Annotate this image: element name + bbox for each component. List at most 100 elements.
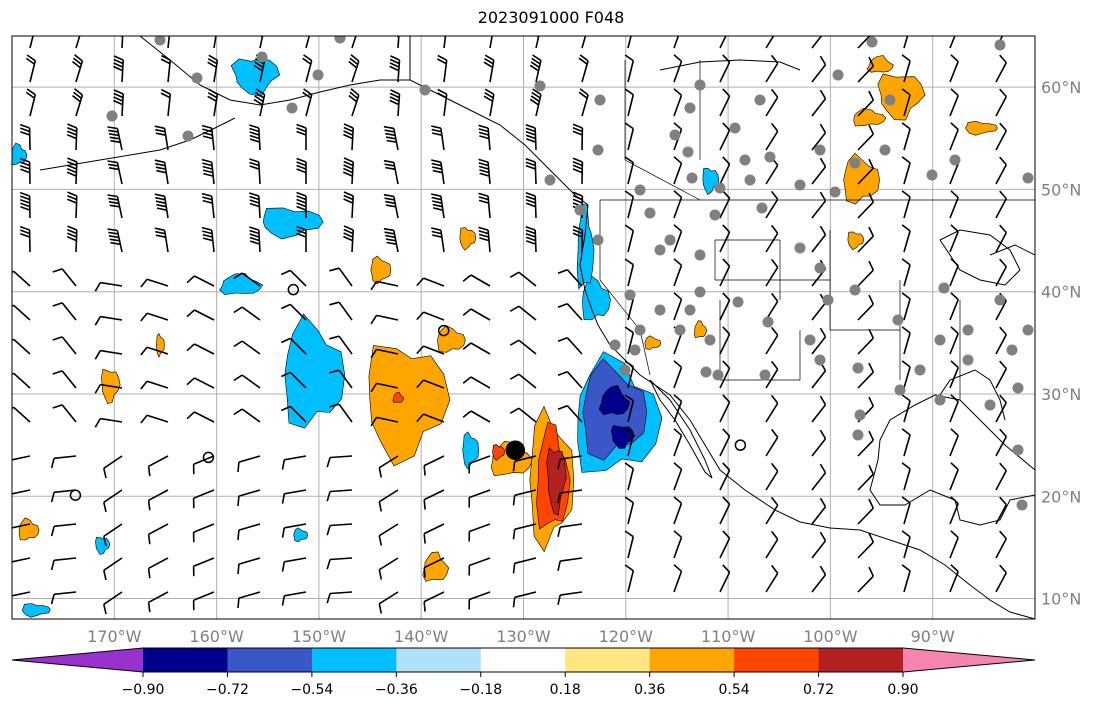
wind-barb bbox=[249, 158, 261, 185]
colorbar-swatch bbox=[396, 648, 482, 672]
wind-barb bbox=[512, 591, 537, 608]
wind-barb bbox=[949, 326, 959, 355]
contour-region bbox=[702, 167, 720, 195]
wind-barb bbox=[52, 370, 77, 389]
latitude-tick-labels: 10°N 20°N 30°N 40°N 50°N 60°N bbox=[1041, 78, 1081, 608]
wind-barb bbox=[624, 258, 635, 287]
open-circle-marker bbox=[437, 324, 450, 337]
station-dot bbox=[994, 294, 1006, 306]
wind-barb bbox=[50, 523, 77, 537]
contour-region bbox=[546, 447, 567, 516]
wind-barb bbox=[378, 523, 399, 546]
wind-barb bbox=[280, 303, 307, 321]
wind-barb bbox=[857, 362, 875, 389]
station-dot bbox=[619, 364, 631, 376]
contour-region bbox=[576, 204, 595, 290]
station-dot bbox=[949, 154, 961, 166]
station-dot bbox=[664, 234, 676, 246]
wind-barb bbox=[765, 190, 779, 219]
colorbar-tick-label: 0.72 bbox=[803, 682, 834, 698]
wind-barb bbox=[103, 591, 123, 615]
wind-barb bbox=[259, 36, 264, 49]
wind-barb bbox=[901, 530, 911, 559]
wind-barb bbox=[901, 258, 911, 287]
station-dot bbox=[756, 202, 768, 214]
wind-barb bbox=[370, 280, 399, 291]
wind-barb bbox=[765, 428, 779, 457]
station-dot bbox=[1016, 499, 1028, 511]
wind-barb bbox=[186, 411, 215, 423]
wind-barb bbox=[719, 326, 731, 355]
wind-barb bbox=[557, 404, 583, 423]
wind-barb bbox=[281, 523, 307, 538]
wind-barb bbox=[423, 489, 445, 510]
wind-barb bbox=[329, 335, 353, 355]
wind-barb bbox=[557, 557, 583, 571]
colorbar-tick-label: 0.36 bbox=[634, 682, 665, 698]
wind-barb bbox=[901, 190, 911, 219]
wind-barb bbox=[719, 122, 731, 151]
wind-barb bbox=[901, 564, 911, 593]
wind-barb bbox=[673, 224, 683, 253]
station-dot bbox=[694, 249, 706, 261]
wind-barb bbox=[765, 564, 779, 593]
wind-barb bbox=[673, 190, 683, 219]
station-dot bbox=[669, 129, 681, 141]
wind-barb bbox=[423, 523, 445, 544]
wind-barb bbox=[673, 292, 683, 321]
wind-barb bbox=[811, 157, 827, 185]
wind-barb bbox=[673, 36, 680, 49]
wind-barb bbox=[624, 462, 635, 491]
station-dot bbox=[729, 122, 741, 134]
station-dot bbox=[534, 80, 546, 92]
station-dot bbox=[794, 179, 806, 191]
wind-barb bbox=[329, 301, 353, 321]
station-dot bbox=[814, 144, 826, 156]
wind-barb bbox=[557, 268, 583, 287]
station-dot bbox=[794, 242, 806, 254]
wind-barb bbox=[949, 190, 959, 219]
wind-barb bbox=[66, 157, 78, 185]
wind-barb bbox=[719, 530, 731, 559]
wind-barb bbox=[995, 122, 1008, 151]
wind-barb bbox=[627, 36, 632, 49]
wind-barb bbox=[443, 36, 447, 49]
wind-barb bbox=[811, 429, 827, 457]
wind-barb bbox=[233, 340, 261, 355]
wind-barb bbox=[673, 360, 683, 389]
wind-barb bbox=[348, 54, 360, 83]
wind-barb bbox=[19, 191, 31, 219]
wind-barb bbox=[416, 379, 445, 389]
wind-barb bbox=[186, 275, 215, 287]
wind-barb bbox=[949, 258, 959, 287]
wind-barb bbox=[462, 308, 491, 321]
wind-barb bbox=[326, 557, 353, 570]
wind-barb bbox=[512, 489, 537, 506]
wind-barb bbox=[107, 228, 123, 253]
contour-region bbox=[21, 603, 51, 618]
wind-barb bbox=[147, 455, 169, 477]
wind-barb bbox=[395, 36, 400, 49]
wind-barb bbox=[280, 371, 307, 389]
wind-barb bbox=[673, 496, 683, 525]
wind-barb bbox=[50, 557, 77, 571]
wind-barb bbox=[378, 455, 399, 478]
contour-region bbox=[392, 391, 405, 404]
colorbar-tick-label: 0.18 bbox=[550, 682, 581, 698]
wind-barb bbox=[483, 88, 495, 117]
wind-barb bbox=[192, 523, 215, 543]
wind-barb bbox=[423, 591, 445, 612]
wind-barb bbox=[811, 565, 827, 593]
wind-barb bbox=[949, 564, 959, 593]
station-dot bbox=[334, 36, 346, 44]
wind-barb bbox=[329, 369, 353, 389]
wind-barb bbox=[329, 403, 353, 423]
wind-barb bbox=[237, 489, 261, 507]
lon-tick-label: 110°W bbox=[701, 627, 756, 646]
wind-barb bbox=[765, 36, 775, 49]
station-dot bbox=[684, 102, 696, 114]
wind-barb bbox=[719, 564, 731, 593]
wind-barb bbox=[389, 89, 401, 117]
wind-barb bbox=[383, 193, 399, 219]
wind-barb bbox=[370, 382, 399, 393]
